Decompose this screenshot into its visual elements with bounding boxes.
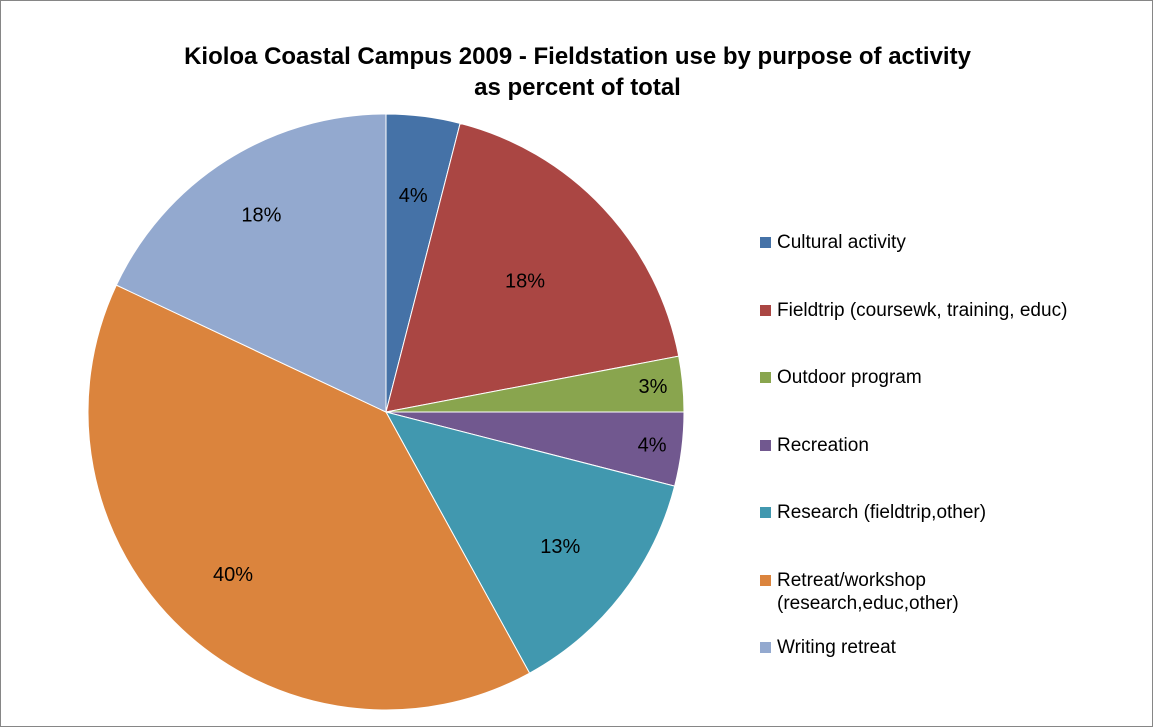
legend-label: Retreat/workshop (research,educ,other)	[777, 569, 959, 614]
data-label-cultural-activity: 4%	[399, 185, 428, 207]
legend-swatch	[760, 372, 771, 383]
data-label-research-fieldtrip-other: 13%	[540, 536, 580, 558]
data-label-outdoor-program: 3%	[639, 376, 668, 398]
legend-label: Recreation	[777, 434, 869, 456]
pie-slice-writing-retreat	[115, 113, 387, 413]
legend-swatch	[760, 439, 771, 451]
legend-item-outdoor-program: Outdoor program	[760, 366, 922, 389]
legend-item-recreation: Recreation	[760, 434, 869, 457]
legend-item-retreat-workshop-research-educ-other: Retreat/workshop (research,educ,other)	[760, 569, 959, 615]
chart-title: Kioloa Coastal Campus 2009 - Fieldstatio…	[1, 41, 1153, 103]
pie-slice-fieldtrip-coursewk-training-educ	[385, 122, 680, 413]
legend-item-writing-retreat: Writing retreat	[760, 636, 896, 659]
legend-swatch	[760, 642, 771, 653]
legend-item-cultural-activity: Cultural activity	[760, 231, 906, 254]
data-label-retreat-workshop-research-educ-other: 40%	[213, 564, 253, 586]
legend-item-research-fieldtrip-other: Research (fieldtrip,other)	[760, 501, 986, 524]
legend-label: Research (fieldtrip,other)	[777, 502, 987, 523]
legend-label: Cultural activity	[777, 232, 906, 253]
legend-swatch	[760, 304, 771, 316]
legend-label: Fieldtrip (coursewk, training, educ)	[777, 299, 1068, 321]
chart-title-line-2: as percent of total	[474, 74, 681, 101]
legend-item-fieldtrip-coursewk-training-educ: Fieldtrip (coursewk, training, educ)	[760, 299, 1067, 322]
legend-swatch	[760, 237, 771, 248]
chart-title-line-1: Kioloa Coastal Campus 2009 - Fieldstatio…	[184, 43, 971, 70]
data-label-writing-retreat: 18%	[241, 205, 281, 227]
legend-label: Writing retreat	[777, 637, 896, 658]
pie-slice-retreat-workshop-research-educ-other	[87, 284, 531, 711]
data-label-recreation: 4%	[638, 435, 667, 457]
pie-slice-research-fieldtrip-other	[385, 411, 676, 674]
legend-swatch	[760, 507, 771, 518]
legend-swatch	[760, 574, 771, 586]
legend-label: Outdoor program	[777, 367, 922, 388]
data-label-fieldtrip-coursewk-training-educ: 18%	[505, 270, 545, 292]
